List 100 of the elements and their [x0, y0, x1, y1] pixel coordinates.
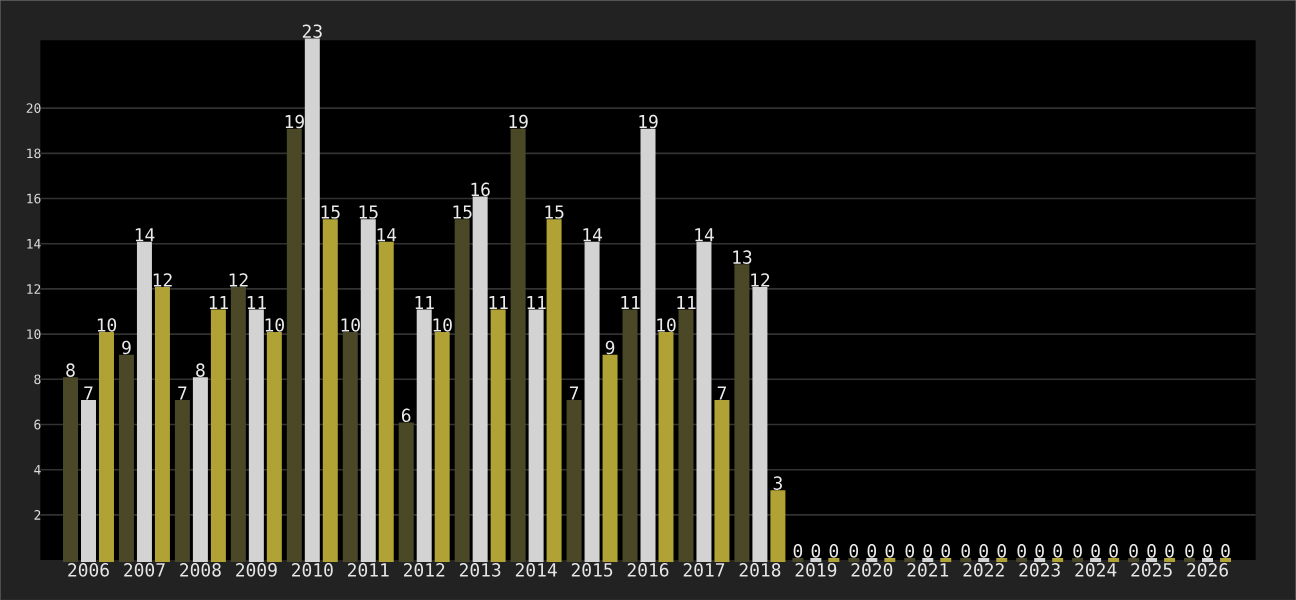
data-label: 10 [265, 317, 284, 332]
bar [342, 331, 358, 562]
x-tick-label: 2020 [851, 562, 893, 577]
data-label: 12 [751, 273, 770, 287]
data-label: 0 [1091, 543, 1100, 558]
data-label: 19 [509, 114, 528, 129]
bar [454, 218, 470, 562]
data-label: 7 [84, 386, 93, 400]
bar [398, 422, 414, 562]
x-tick-label: 2010 [292, 562, 333, 577]
data-label: 7 [569, 386, 579, 400]
data-label: 0 [979, 543, 988, 558]
data-label: 11 [489, 295, 508, 309]
x-tick-label: 2019 [795, 562, 837, 577]
data-label: 0 [793, 543, 803, 558]
data-label: 10 [433, 317, 452, 332]
data-label: 12 [153, 273, 172, 287]
data-label: 8 [66, 363, 75, 377]
bar [266, 331, 282, 562]
bar [304, 38, 320, 562]
x-tick-label: 2026 [1187, 562, 1228, 577]
bar [286, 128, 302, 562]
data-label: 0 [1109, 543, 1118, 558]
x-tick-label: 2011 [348, 562, 389, 577]
data-label: 8 [196, 363, 205, 377]
data-label: 7 [178, 386, 187, 400]
data-label: 0 [1221, 543, 1230, 558]
bar [510, 128, 526, 562]
bar [434, 331, 450, 562]
data-label: 23 [302, 24, 322, 38]
bar [98, 331, 114, 562]
bar [378, 241, 394, 562]
x-tick-label: 2013 [459, 562, 501, 577]
data-label: 7 [717, 386, 726, 400]
bar [734, 264, 750, 562]
data-label: 0 [885, 543, 895, 558]
x-tick-label: 2015 [571, 562, 613, 577]
data-label: 14 [377, 228, 397, 242]
bar [136, 241, 152, 562]
bar [752, 286, 768, 562]
bar [230, 286, 246, 562]
data-label: 15 [359, 205, 378, 219]
bar [154, 286, 170, 562]
bar [714, 399, 730, 562]
bar [546, 218, 562, 562]
data-label: 11 [247, 295, 266, 309]
data-label: 0 [905, 543, 915, 558]
data-label: 0 [1035, 543, 1044, 558]
data-label: 11 [527, 295, 546, 309]
data-label: 9 [122, 340, 131, 355]
bar [490, 309, 506, 562]
data-label: 9 [605, 340, 615, 355]
data-label: 11 [209, 295, 228, 309]
bar [472, 196, 488, 562]
data-label: 0 [829, 543, 839, 558]
data-label: 14 [695, 228, 714, 242]
data-label: 13 [733, 250, 752, 264]
bar [658, 331, 674, 562]
x-tick-label: 2023 [1019, 562, 1060, 577]
x-tick-label: 2007 [124, 562, 165, 577]
x-tick-label: 2018 [739, 562, 781, 577]
x-tick-label: 2012 [403, 562, 445, 577]
data-label: 15 [321, 205, 340, 219]
data-label: 15 [453, 205, 472, 219]
bar [528, 309, 544, 562]
bar [622, 309, 638, 562]
data-label: 16 [471, 182, 490, 196]
x-tick-label: 2009 [236, 562, 277, 577]
data-label: 10 [341, 317, 360, 332]
data-label: 14 [135, 228, 155, 242]
bar [640, 128, 656, 562]
data-label: 0 [811, 543, 821, 558]
x-tick-label: 2016 [627, 562, 669, 577]
bar [322, 218, 338, 562]
data-label: 0 [1129, 543, 1138, 558]
data-label: 10 [657, 317, 676, 332]
bar [63, 377, 78, 562]
data-label: 6 [401, 408, 411, 422]
x-tick-label: 2017 [683, 562, 725, 577]
data-label: 19 [285, 114, 304, 129]
x-tick-label: 2025 [1131, 562, 1172, 577]
bar [118, 354, 134, 562]
data-label: 0 [1053, 543, 1062, 558]
data-label: 0 [1147, 543, 1156, 558]
bar [678, 309, 694, 562]
x-tick-label: 2024 [1075, 562, 1117, 577]
bar [81, 399, 96, 562]
data-label: 14 [583, 228, 602, 242]
data-label: 11 [677, 295, 696, 309]
data-label: 0 [1203, 543, 1212, 558]
bar [174, 399, 190, 562]
bar [192, 377, 208, 562]
data-label: 15 [545, 205, 564, 219]
bar [416, 309, 432, 562]
x-tick-label: 2022 [963, 562, 1004, 577]
bar [210, 309, 226, 562]
bar [360, 218, 376, 562]
bar [770, 490, 786, 562]
data-label: 3 [773, 476, 782, 490]
bar [566, 399, 582, 562]
